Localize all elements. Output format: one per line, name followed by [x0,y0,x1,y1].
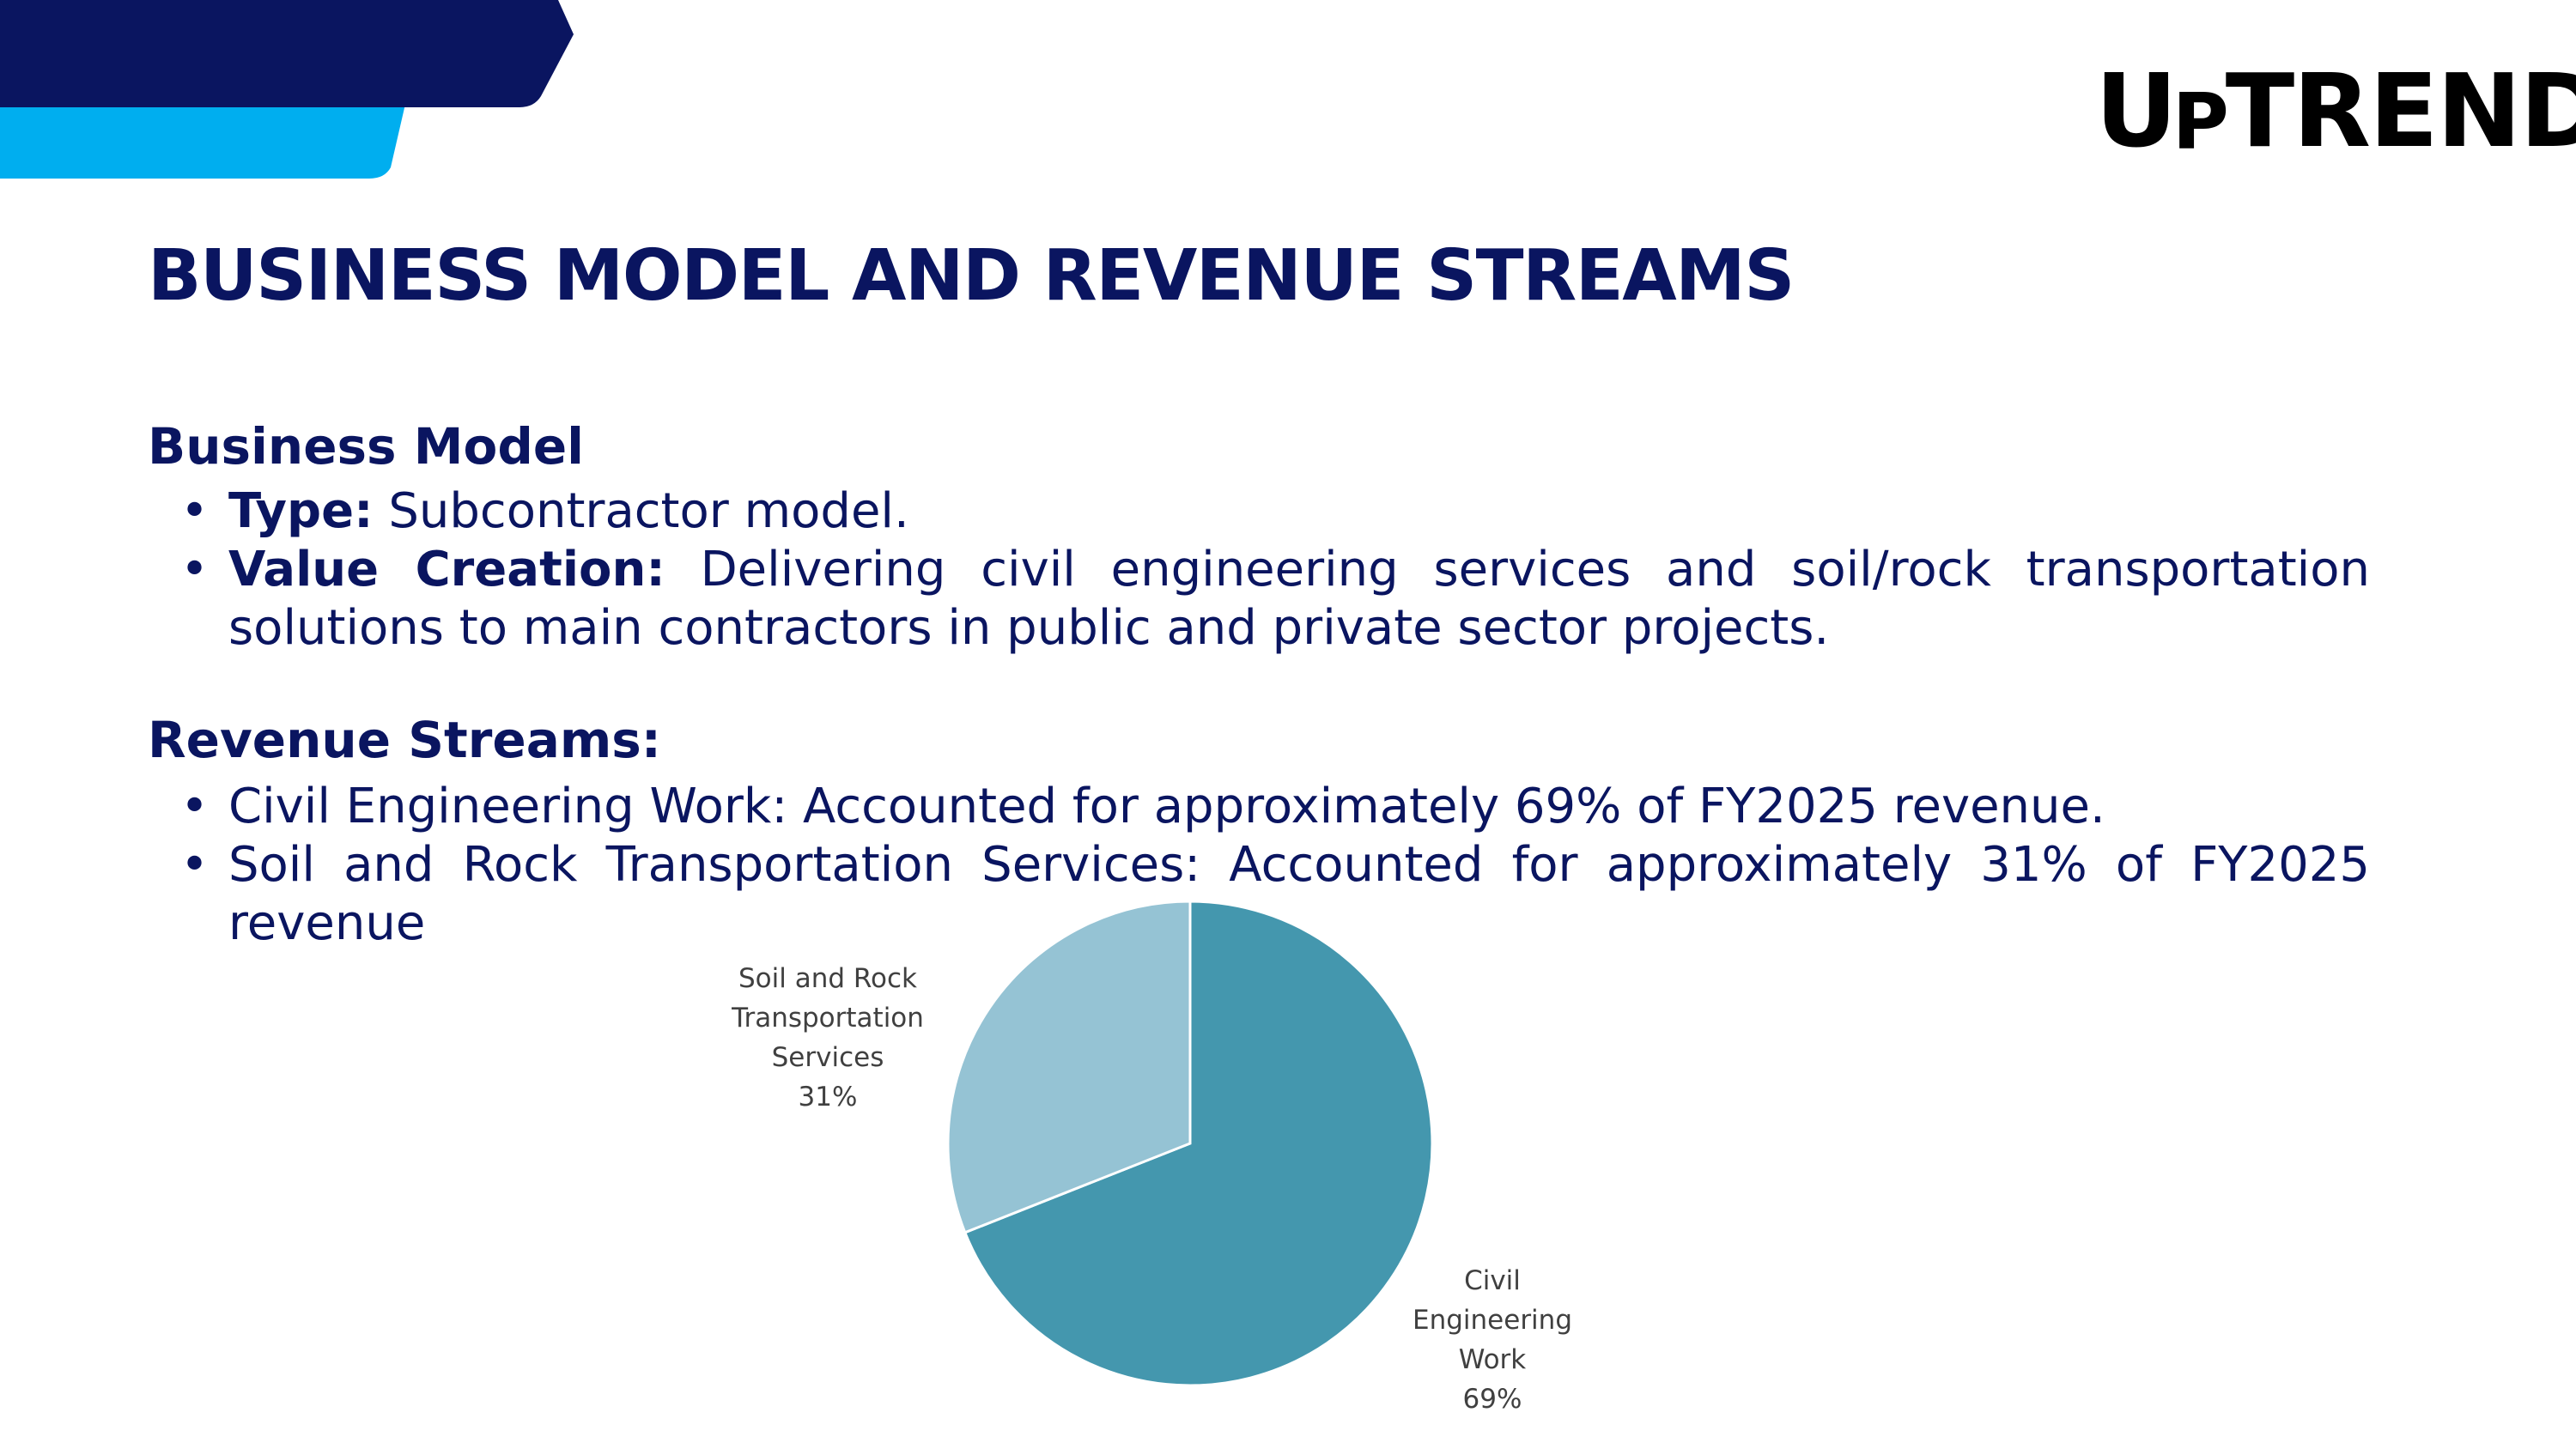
page-title: BUSINESS MODEL AND REVENUE STREAMS [148,235,1795,317]
bullet-text: Delivering civil engineering services an… [228,542,2370,656]
pie-slice-soil-and-rock-transportation-services [946,900,1192,1234]
bullet-icon: • [180,483,210,539]
business-model-item-type: • Type: Subcontractor model. [180,482,2370,541]
revenue-item-civil: • Civil Engineering Work: Accounted for a… [180,778,2370,836]
bullet-label: Value Creation: [228,542,665,597]
business-model-heading: Business Model [148,417,585,476]
bullet-icon: • [180,837,210,893]
header-banner-shape [0,0,574,179]
business-model-list: • Type: Subcontractor model. • Value Creat… [180,482,2370,658]
uptrend-logo: UPTREND [2095,52,2576,170]
revenue-streams-list: • Civil Engineering Work: Accounted for a… [180,778,2370,953]
revenue-pie-chart: Civil Engineering Work 69% Soil and Rock Tran… [731,900,1572,1415]
bullet-text: Civil Engineering Work: Accounted for ap… [228,779,2105,834]
pie-data-label: Civil Engineering Work 69% [1413,1265,1572,1415]
bullet-icon: • [180,779,210,834]
bullet-label: Type: [228,483,374,539]
pie-data-label: Soil and Rock Transportation Services 31% [731,963,924,1113]
revenue-item-soil: • Soil and Rock Transportation Services: … [180,836,2370,953]
bullet-text: Soil and Rock Transportation Services: A… [228,837,2370,951]
bullet-text: Subcontractor model. [373,483,909,539]
pie-slice-civil-engineering-work [963,900,1434,1387]
banner-navy-stripe [0,0,574,107]
business-model-item-value-creation: • Value Creation: Delivering civil engine… [180,541,2370,658]
bullet-icon: • [180,542,210,597]
revenue-streams-heading: Revenue Streams: [148,711,661,769]
